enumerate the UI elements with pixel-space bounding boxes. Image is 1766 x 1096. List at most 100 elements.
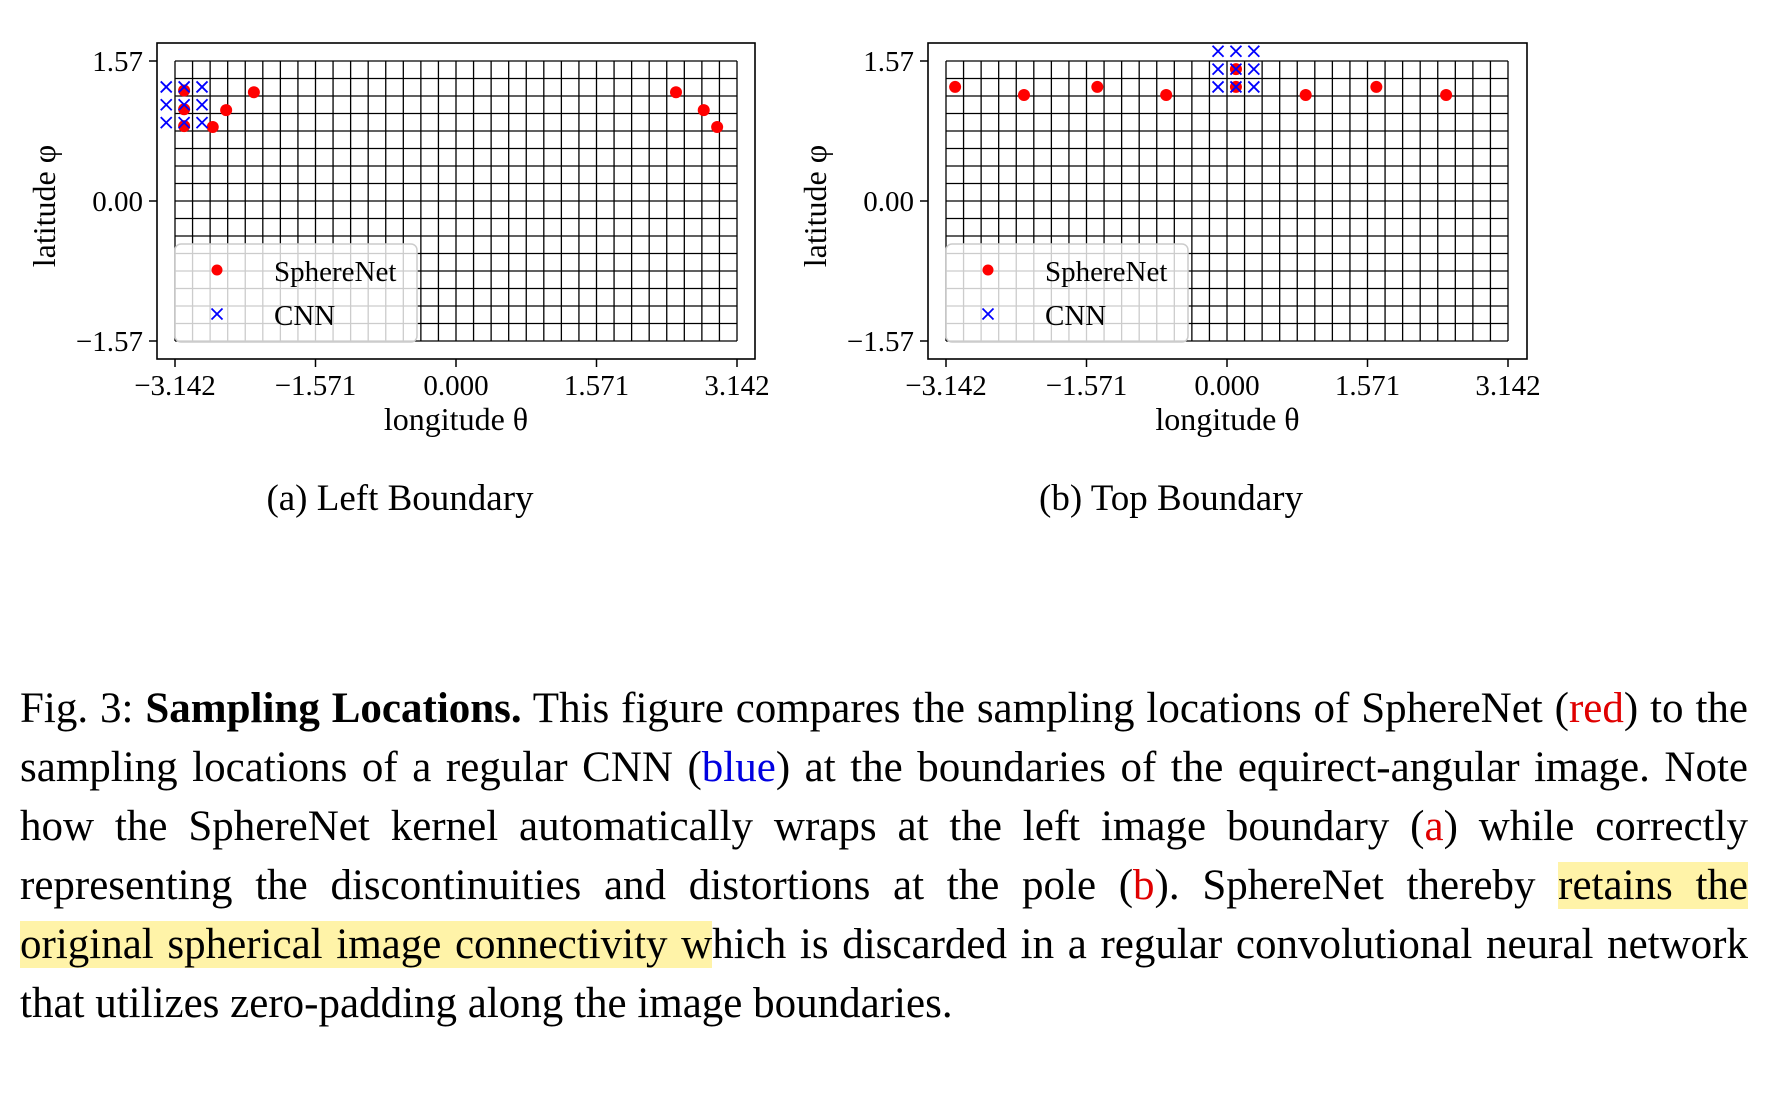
legend-box xyxy=(174,243,418,343)
x-tick-label: 0.000 xyxy=(1194,370,1259,402)
cnn-point xyxy=(1247,80,1260,94)
spherenet-point xyxy=(1017,88,1030,101)
spherenet-point xyxy=(178,103,191,116)
x-tick-label: −1.571 xyxy=(275,370,357,402)
cnn-point xyxy=(1229,62,1243,76)
cnn-point-stroke xyxy=(177,80,191,94)
cnn-point-stroke xyxy=(177,116,191,129)
cnn-point-stroke xyxy=(195,98,209,111)
caption-fig-label: Fig. 3: xyxy=(20,685,134,732)
caption-text-1: This figure compares the sampling locati… xyxy=(521,685,1569,732)
cnn-point-stroke xyxy=(160,80,173,94)
legend: SphereNet CNN xyxy=(945,243,1189,343)
spherenet-point xyxy=(1091,80,1104,93)
cnn-point xyxy=(177,80,191,94)
spherenet-point xyxy=(247,86,260,99)
caption-text-4: ) while correctly representing the disco… xyxy=(20,803,1748,909)
legend-label-spherenet: SphereNet xyxy=(1045,256,1167,288)
x-tick-label: 0.000 xyxy=(423,370,488,402)
cnn-point-stroke xyxy=(1247,62,1260,76)
cnn-point-stroke xyxy=(1229,45,1243,58)
cnn-point-stroke xyxy=(1211,62,1225,76)
cnn-point-stroke xyxy=(1229,62,1243,76)
legend-marker-spherenet xyxy=(211,264,223,276)
legend-label-cnn: CNN xyxy=(1045,300,1106,332)
cnn-point-stroke xyxy=(160,98,173,111)
series-cnn xyxy=(1211,45,1260,94)
caption-text-6: hich is discarded in a regular convoluti… xyxy=(20,921,1748,1027)
legend-marker-cnn-stroke xyxy=(981,307,995,321)
cnn-point xyxy=(1247,45,1260,58)
spherenet-point xyxy=(1160,88,1173,101)
x-tick-label: −3.142 xyxy=(134,370,216,402)
cnn-point-stroke xyxy=(1247,80,1260,94)
cnn-point xyxy=(160,116,173,129)
cnn-point xyxy=(177,98,191,111)
chart-panel-a: −3.142 −1.571 0.000 1.571 3.142 1.57 0.00 −1.57… xyxy=(26,42,770,519)
caption-text-3: ) at the boundaries of the equirect-angu… xyxy=(20,744,1748,850)
x-tick-label: 3.142 xyxy=(1475,370,1540,402)
cnn-point xyxy=(1211,80,1225,94)
caption-ref-b: b xyxy=(1133,862,1155,909)
x-tick-label: 1.571 xyxy=(1335,370,1400,402)
legend-marker-cnn xyxy=(981,307,995,321)
cnn-point xyxy=(195,116,209,129)
series-spherenet xyxy=(178,84,724,134)
spherenet-point xyxy=(1299,88,1312,101)
y-axis-label: latitude φ xyxy=(797,145,833,267)
cnn-point-stroke xyxy=(195,80,209,94)
legend-label-cnn: CNN xyxy=(274,300,335,332)
caption-title: Sampling Locations. xyxy=(145,685,522,732)
cnn-point-stroke xyxy=(195,116,209,129)
y-tick-label: −1.57 xyxy=(76,326,143,358)
cnn-point-stroke xyxy=(177,98,191,111)
cnn-point-stroke xyxy=(160,116,173,129)
caption-red-word: red xyxy=(1568,685,1624,732)
cnn-point xyxy=(1211,45,1225,58)
caption-ref-a: a xyxy=(1424,803,1444,850)
spherenet-point xyxy=(1440,88,1453,101)
y-tick-label: 0.00 xyxy=(863,186,914,218)
spherenet-point xyxy=(220,104,233,117)
figure: −3.142 −1.571 0.000 1.571 3.142 1.57 0.00 −1.57… xyxy=(26,42,1541,519)
y-tick-label: 1.57 xyxy=(863,46,914,78)
x-tick-label: 1.571 xyxy=(564,370,629,402)
y-tick-label: 0.00 xyxy=(92,186,143,218)
legend: SphereNet CNN xyxy=(174,243,418,343)
chart-panel-b: −3.142 −1.571 0.000 1.571 3.142 1.57 0.00 −1.57… xyxy=(797,42,1541,519)
cnn-point xyxy=(177,116,191,129)
y-axis-label: latitude φ xyxy=(26,145,62,267)
cnn-point xyxy=(160,98,173,111)
caption-text-2: ) to the sampling locations of a regular… xyxy=(20,685,1748,791)
cnn-point xyxy=(1211,62,1225,76)
y-tick-label: −1.57 xyxy=(847,326,914,358)
subfigure-caption: (b) Top Boundary xyxy=(1039,478,1303,519)
cnn-point xyxy=(195,98,209,111)
series-spherenet xyxy=(949,63,1453,101)
legend-marker-cnn xyxy=(210,307,224,321)
legend-marker-spherenet xyxy=(982,264,994,276)
y-tick-label: 1.57 xyxy=(92,46,143,78)
cnn-point xyxy=(1229,80,1243,94)
spherenet-point xyxy=(1370,80,1383,93)
spherenet-point xyxy=(949,80,962,93)
caption-text-5: ). SphereNet thereby xyxy=(1154,862,1559,909)
spherenet-point xyxy=(178,120,191,133)
spherenet-point xyxy=(711,121,724,134)
legend-box xyxy=(945,243,1189,343)
x-axis-label: longitude θ xyxy=(1155,401,1299,437)
legend-label-spherenet: SphereNet xyxy=(274,256,396,288)
cnn-point xyxy=(1229,45,1243,58)
x-tick-label: −3.142 xyxy=(905,370,987,402)
figure-caption: Fig. 3: Sampling Locations. This figure … xyxy=(20,679,1749,1033)
cnn-point-stroke xyxy=(1211,45,1225,58)
cnn-point-stroke xyxy=(1211,80,1225,94)
cnn-point-stroke xyxy=(1247,45,1260,58)
x-tick-label: −1.571 xyxy=(1046,370,1128,402)
spherenet-point xyxy=(206,121,219,134)
cnn-point xyxy=(1247,62,1260,76)
cnn-point-stroke xyxy=(1229,80,1243,94)
subfigure-caption: (a) Left Boundary xyxy=(266,478,534,519)
series-cnn xyxy=(160,80,209,129)
spherenet-point xyxy=(670,86,683,99)
